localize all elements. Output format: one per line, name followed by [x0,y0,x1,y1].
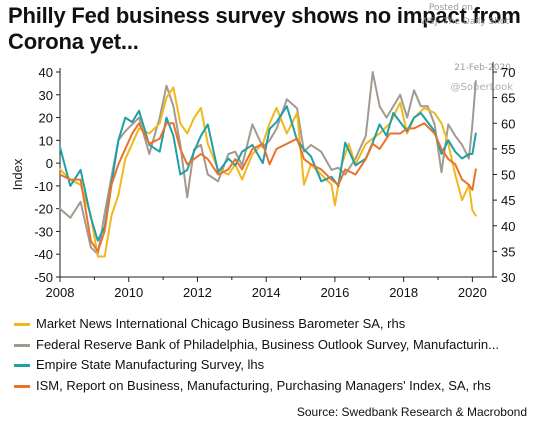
series-line-ism [59,122,477,253]
y-right-tick-label: 35 [501,244,515,259]
y-left-tick-label: 20 [39,111,53,126]
y-left-tick-label: 10 [39,133,53,148]
y-left-tick-label: 40 [39,65,53,80]
x-tick-label: 2016 [320,285,349,300]
x-tick-label: 2018 [389,285,418,300]
y-left-tick-label: 30 [39,88,53,103]
y-right-tick-label: 65 [501,91,515,106]
series-line-empire [59,105,477,242]
watermark-handle: @SoberLook [450,82,514,93]
y-left-tick-label: 0 [46,156,53,171]
chart-title: Philly Fed business survey shows no impa… [8,3,528,55]
y-right-tick-label: 70 [501,65,515,80]
x-tick-label: 2010 [114,285,143,300]
y-left-tick-label: -40 [34,247,53,262]
y-left-tick-label: -30 [34,224,53,239]
line-chart: -50 -40 -30 -20 -10 0 10 20 30 40 30 35 40 45 50 55 60 65… [10,62,515,300]
legend-label-ism: ISM, Report on Business, Manufacturing, … [36,377,491,393]
x-tick-label: 2008 [46,285,75,300]
legend-label-philly: Federal Reserve Bank of Philadelphia, Bu… [36,336,499,352]
watermark-date: 21-Feb-2020 [454,63,511,73]
y-left-tick-label: -50 [34,270,53,285]
y-right-tick-label: 50 [501,168,515,183]
y-left-tick-label: -20 [34,202,53,217]
series-line-chicago [59,86,477,258]
legend-swatch-empire [14,364,30,367]
chart-title-line2: Corona yet... [8,29,139,54]
x-tick-label: 2012 [183,285,212,300]
legend-item-empire: Empire State Manufacturing Survey, lhs [14,355,534,376]
x-tick-label: 2014 [252,285,281,300]
legend-item-philly: Federal Reserve Bank of Philadelphia, Bu… [14,335,534,356]
y-right-tick-label: 40 [501,219,515,234]
watermark-posted-on: Posted on [428,3,473,13]
watermark-publisher: WSJ: The Daily Shot [420,17,509,27]
legend-item-chicago: Market News International Chicago Busine… [14,314,534,335]
y-right-tick-label: 55 [501,142,515,157]
axes: -50 -40 -30 -20 -10 0 10 20 30 40 30 35 40 45 50 55 60 65… [34,62,515,300]
legend-label-empire: Empire State Manufacturing Survey, lhs [36,357,265,372]
series-lines [59,71,477,258]
legend-item-ism: ISM, Report on Business, Manufacturing, … [14,376,534,397]
legend: Market News International Chicago Busine… [14,314,534,396]
y-axis-label: Index [10,158,25,190]
legend-swatch-chicago [14,323,30,326]
source-note: Source: Swedbank Research & Macrobond [296,405,527,419]
y-left-tick-label: -10 [34,179,53,194]
legend-swatch-ism [14,384,30,388]
y-right-tick-label: 60 [501,116,515,131]
x-tick-label: 2020 [458,285,487,300]
y-right-tick-label: 30 [501,270,515,285]
legend-swatch-philly [14,343,30,347]
chart-title-line1: Philly Fed business survey shows no impa… [8,3,521,28]
legend-label-chicago: Market News International Chicago Busine… [36,316,406,331]
y-right-tick-label: 45 [501,193,515,208]
series-line-philly [59,71,477,256]
